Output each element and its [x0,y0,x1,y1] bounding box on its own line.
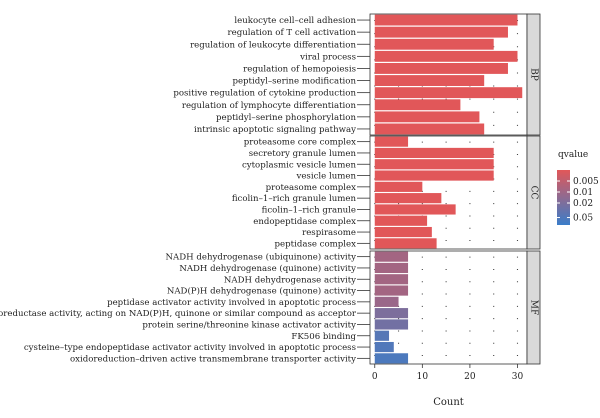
term-label: NAD(P)H dehydrogenase (quinone) activity [167,286,356,297]
term-label: viral process [299,52,356,62]
bar [374,99,461,111]
term-label: leukocyte cell–cell adhesion [234,16,356,26]
term-label: proteasome complex [266,183,356,193]
term-label: regulation of T cell activation [228,28,357,38]
x-axis: 0 10 20 30 Count [372,364,524,408]
term-label: NADH dehydrogenase activity [224,275,356,285]
x-axis-title: Count [433,397,464,408]
facet-strip [526,250,541,365]
term-label: regulation of hemopoiesis [243,64,356,74]
colorbar [557,170,570,225]
bar [374,226,432,238]
term-label: proteasome core complex [244,138,356,148]
facet-mf: NADH dehydrogenase (ubiquinone) activity… [0,250,541,365]
x-tick-label: 20 [464,372,476,382]
term-label: ficolin–1–rich granule lumen [232,194,357,204]
bar [374,319,409,330]
bar [374,330,390,341]
bar [374,38,494,50]
term-label: regulation of lymphocyte differentiation [182,101,357,111]
bar [374,123,485,135]
term-label: oxidoreductase activity, acting on NAD(P… [0,308,357,319]
legend-tick-label: 0.02 [573,199,593,209]
bar [374,159,494,170]
term-label: peptidase complex [275,239,357,249]
term-label: positive regulation of cytokine producti… [173,89,356,99]
term-label: peptidyl–serine modification [232,77,356,87]
bar [374,136,409,147]
legend-tick-label: 0.005 [573,177,599,187]
facet-label: MF [529,300,539,315]
facet-label: CC [529,186,539,200]
bar [374,63,508,74]
bar [374,251,409,262]
bar [374,308,409,319]
bar [374,193,442,204]
facet-strip [526,13,541,136]
legend-tick-label: 0.05 [573,214,593,224]
facet-strip [526,135,541,250]
facet-label: BP [529,68,539,81]
bar [374,238,437,249]
term-label: protein serine/threonine kinase activato… [142,320,356,330]
term-label: peptidase activator activity involved in… [107,298,356,308]
bar [374,170,494,181]
bar [374,50,518,62]
term-label: intrinsic apoptotic signaling pathway [194,125,356,135]
bar [374,75,485,86]
bar [374,26,508,38]
bar [374,87,523,99]
bar [374,341,394,353]
term-label: oxidoreduction–driven active transmembra… [70,354,356,364]
bar [374,111,480,123]
bar [374,215,428,226]
bar [374,353,409,364]
term-label: vesicle lumen [295,172,356,182]
term-label: NADH dehydrogenase (ubiquinone) activity [166,252,357,263]
term-label: secretory granule lumen [249,149,357,159]
bar [374,14,518,26]
legend-title: qvalue [558,150,588,160]
bar [374,147,494,159]
term-label: regulation of leukocyte differentiation [190,40,356,50]
x-tick-label: 0 [372,372,378,382]
term-label: FK506 binding [291,332,356,342]
bar [374,296,399,307]
term-label: endopeptidase complex [253,217,356,227]
term-label: ficolin–1–rich granule [262,205,356,215]
bar [374,285,409,296]
facet-bp: leukocyte cell–cell adhesion regulation o… [173,13,541,136]
term-label: respirasome [302,228,356,238]
bar [374,204,456,215]
term-label: NADH dehydrogenase (quinone) activity [179,263,356,274]
bar [374,181,423,192]
bar [374,262,409,274]
legend-tick-label: 0.01 [573,188,593,198]
x-tick-label: 30 [512,372,524,382]
term-label: peptidyl–serine phosphorylation [216,113,356,123]
term-label: cytoplasmic vesicle lumen [242,160,357,170]
bar [374,274,409,285]
term-label: cysteine–type endopeptidase activator ac… [24,343,356,353]
x-tick-label: 10 [417,372,429,382]
